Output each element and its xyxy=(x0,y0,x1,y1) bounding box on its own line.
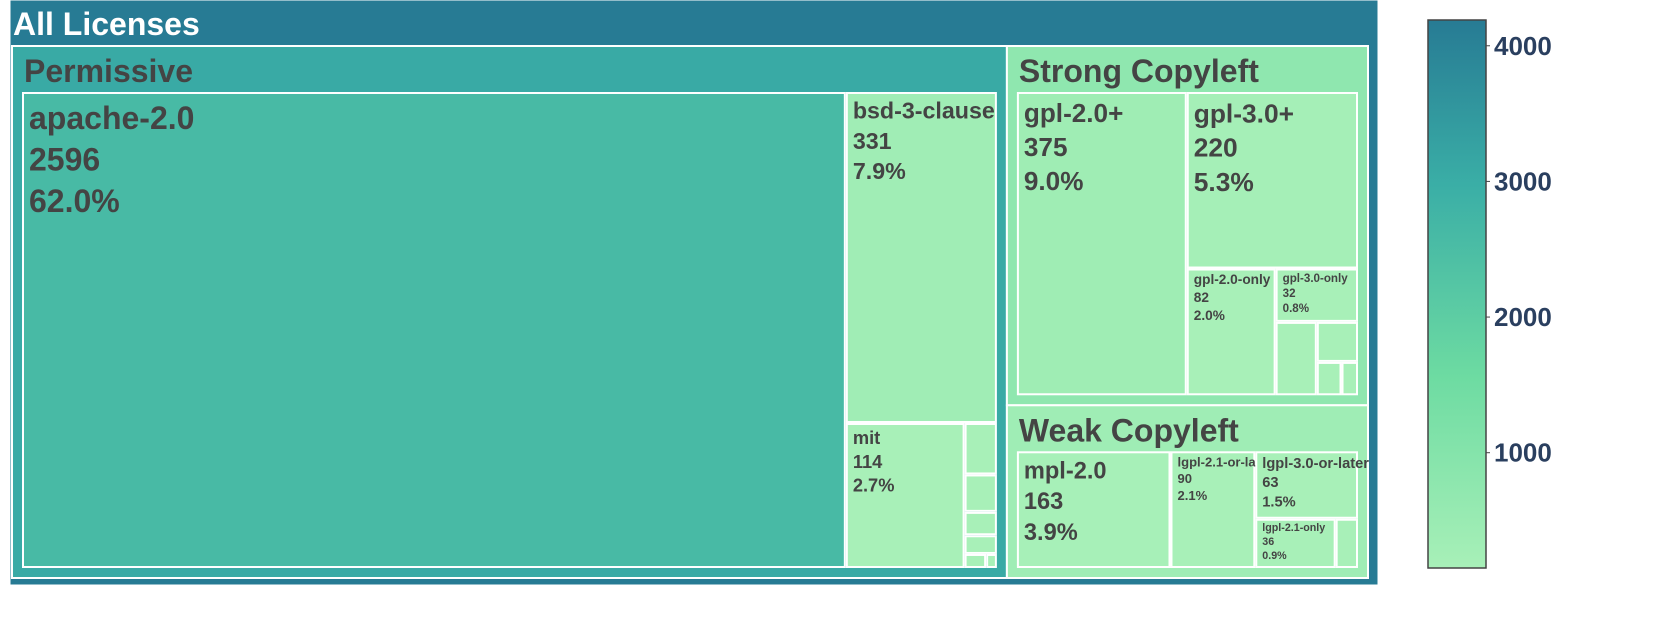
leaf-percent: 1.5% xyxy=(1262,494,1295,510)
leaf-percent: 2.0% xyxy=(1194,308,1225,323)
leaf-tile xyxy=(964,553,987,568)
leaf-tile xyxy=(964,511,997,536)
leaf-percent: 5.3% xyxy=(1194,167,1254,197)
leaf-tile xyxy=(1016,451,1171,569)
leaf-value: 163 xyxy=(1024,489,1063,515)
leaf-value: 32 xyxy=(1283,287,1296,300)
leaf-name: gpl-3.0-only xyxy=(1283,272,1349,285)
leaf-value: 331 xyxy=(853,128,892,154)
leaf-tile xyxy=(1170,451,1256,569)
leaf-name: lgpl-2.1-or-later xyxy=(1177,454,1272,469)
leaf-tile xyxy=(1186,92,1358,269)
leaf-percent: 0.8% xyxy=(1283,302,1309,315)
group-label: Permissive xyxy=(24,53,193,89)
leaf-tile xyxy=(964,474,997,512)
leaf-percent: 3.9% xyxy=(1024,520,1078,546)
leaf-percent: 62.0% xyxy=(29,183,120,219)
leaf-tile xyxy=(1186,268,1276,396)
leaf-tile xyxy=(845,423,965,568)
root-title: All Licenses xyxy=(13,6,200,42)
leaf-percent: 7.9% xyxy=(853,158,906,184)
leaf-name: mit xyxy=(853,427,880,448)
group-label: Weak Copyleft xyxy=(1019,412,1239,448)
leaf-tile xyxy=(986,553,997,568)
leaf-tile xyxy=(1255,518,1336,569)
leaf-name: gpl-2.0+ xyxy=(1024,98,1123,128)
leaf-value: 114 xyxy=(853,451,883,472)
colorbar xyxy=(1427,19,1487,569)
leaf-name: bsd-3-clause xyxy=(853,98,995,124)
colorbar-tick-label: 3000 xyxy=(1494,166,1552,196)
leaf-tile xyxy=(1016,92,1187,396)
leaf-tile xyxy=(1255,451,1359,519)
leaf-value: 36 xyxy=(1262,536,1274,548)
leaf-name: apache-2.0 xyxy=(29,100,194,136)
leaf-tile xyxy=(1341,361,1358,396)
leaf-tile xyxy=(1275,321,1317,396)
leaf-name: lgpl-2.1-only xyxy=(1262,522,1325,534)
leaf-value: 90 xyxy=(1177,471,1192,486)
leaf-tile xyxy=(22,92,846,568)
leaf-value: 220 xyxy=(1194,133,1238,163)
colorbar-tick-label: 1000 xyxy=(1494,438,1552,468)
leaf-percent: 2.1% xyxy=(1177,488,1207,503)
leaf-tile xyxy=(964,423,997,475)
leaf-tile xyxy=(1335,518,1359,569)
leaf-tile xyxy=(1316,361,1342,396)
leaf-name: lgpl-3.0-or-later xyxy=(1262,456,1369,472)
leaf-value: 375 xyxy=(1024,132,1068,162)
leaf-value: 63 xyxy=(1262,475,1278,491)
leaf-tile xyxy=(964,535,997,554)
leaf-tile xyxy=(1275,268,1358,322)
group-label: Strong Copyleft xyxy=(1019,53,1259,89)
leaf-name: mpl-2.0 xyxy=(1024,458,1107,484)
leaf-percent: 2.7% xyxy=(853,475,895,496)
leaf-tile xyxy=(845,92,997,423)
leaf-percent: 0.9% xyxy=(1262,550,1287,562)
colorbar-tick-label: 4000 xyxy=(1494,31,1552,61)
leaf-name: gpl-3.0+ xyxy=(1194,98,1294,128)
leaf-value: 82 xyxy=(1194,290,1210,305)
leaf-tile xyxy=(1316,321,1359,362)
leaf-value: 2596 xyxy=(29,141,100,177)
colorbar-tick-label: 2000 xyxy=(1494,302,1552,332)
leaf-name: gpl-2.0-only xyxy=(1194,272,1271,287)
leaf-percent: 9.0% xyxy=(1024,166,1084,196)
